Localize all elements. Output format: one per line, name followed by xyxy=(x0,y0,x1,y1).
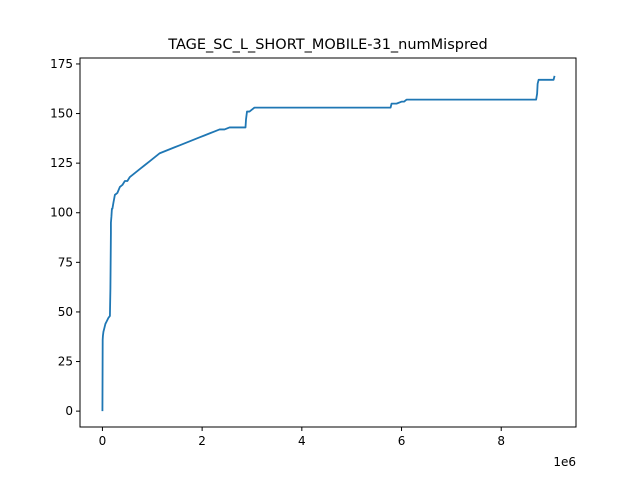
plot-frame xyxy=(79,57,577,428)
x-tick-label: 4 xyxy=(298,434,306,448)
y-tick-label: 75 xyxy=(58,255,73,269)
y-tick-label: 0 xyxy=(65,404,73,418)
x-tick-label: 8 xyxy=(497,434,505,448)
y-tick-label: 100 xyxy=(50,206,73,220)
x-axis-offset-label: 1e6 xyxy=(553,455,576,469)
x-tick-label: 0 xyxy=(99,434,107,448)
axes: 0 2 4 6 8 0 25 50 75 100 125 150 175 xyxy=(50,57,577,448)
y-tick-label: 175 xyxy=(50,57,73,71)
y-tick-label: 125 xyxy=(50,156,73,170)
y-tick-label: 150 xyxy=(50,107,73,121)
plot-area xyxy=(101,75,556,412)
y-tick-label: 50 xyxy=(58,305,73,319)
series-line-0 xyxy=(101,75,556,412)
y-tick-label: 25 xyxy=(58,355,73,369)
chart-title: TAGE_SC_L_SHORT_MOBILE-31_numMispred xyxy=(167,37,488,53)
x-tick-label: 6 xyxy=(398,434,406,448)
x-tick-label: 2 xyxy=(198,434,206,448)
